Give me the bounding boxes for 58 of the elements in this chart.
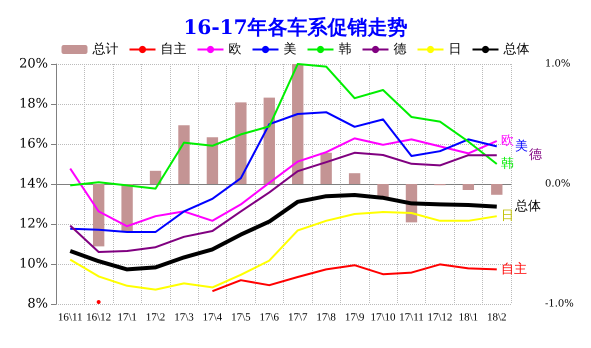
bar	[264, 98, 275, 184]
legend-label: 日	[448, 42, 462, 57]
legend-label: 韩	[338, 42, 352, 57]
bar	[348, 173, 360, 184]
x-tick-label: 17\1	[117, 312, 137, 324]
legend-label: 欧	[228, 42, 242, 57]
legend-label: 德	[394, 42, 406, 57]
bar	[462, 184, 474, 190]
y-tick-label: 10%	[19, 256, 48, 272]
y-tick-label: 16%	[19, 136, 48, 152]
line-series	[69, 63, 498, 190]
legend-label: 总体	[502, 42, 530, 57]
bar	[491, 184, 502, 195]
text: 日	[500, 208, 514, 224]
line-series	[69, 211, 498, 291]
y2-tick-label: -1.0%	[545, 298, 574, 310]
y2-tick-label: 1.0%	[545, 58, 570, 70]
y2-tick-label: 0.0%	[545, 178, 570, 190]
text: 德	[528, 148, 542, 163]
x-tick-label: 17\9	[344, 312, 365, 324]
legend-label: 美	[284, 41, 296, 57]
y-tick-label: 8%	[27, 296, 48, 312]
bar	[178, 125, 190, 184]
x-tick-label: 17\5	[231, 312, 252, 324]
line-series	[69, 152, 498, 253]
x-tick-label: 18\1	[458, 312, 478, 324]
x-tick-label: 16\12	[86, 312, 112, 324]
text: 韩	[500, 156, 514, 172]
x-tick-label: 17\11	[399, 312, 424, 324]
text: 自主	[500, 262, 527, 277]
x-tick-label: 17\12	[427, 312, 452, 324]
text: 美	[514, 138, 528, 154]
x-tick-label: 17\6	[260, 312, 280, 324]
x-tick-label: 17\7	[288, 312, 308, 324]
line-series	[69, 111, 498, 233]
text: 欧	[500, 134, 514, 148]
bar	[292, 64, 304, 184]
x-tick-label: 17\10	[370, 312, 396, 324]
x-tick-label: 17\3	[174, 312, 194, 324]
x-tick-label: 17\2	[146, 312, 166, 324]
y-tick-label: 12%	[19, 216, 48, 232]
legend-label: 自主	[160, 41, 186, 57]
bar	[92, 184, 104, 246]
text: 总体	[514, 199, 541, 214]
legend-label: 总计	[92, 42, 118, 57]
y-tick-label: 14%	[19, 176, 48, 192]
chart-title: 16-17年各车系促销走势	[184, 15, 408, 39]
x-tick-label: 18\2	[487, 312, 507, 324]
y-tick-label: 20%	[19, 56, 48, 72]
y-tick-label: 18%	[19, 96, 48, 112]
x-tick-label: 17\8	[316, 312, 336, 324]
bar	[206, 137, 218, 184]
x-tick-label: 16\11	[58, 312, 83, 324]
line-series	[68, 193, 499, 272]
bar	[320, 152, 332, 184]
bar	[235, 102, 247, 184]
line-series	[69, 137, 498, 228]
x-tick-label: 17\4	[202, 312, 223, 324]
